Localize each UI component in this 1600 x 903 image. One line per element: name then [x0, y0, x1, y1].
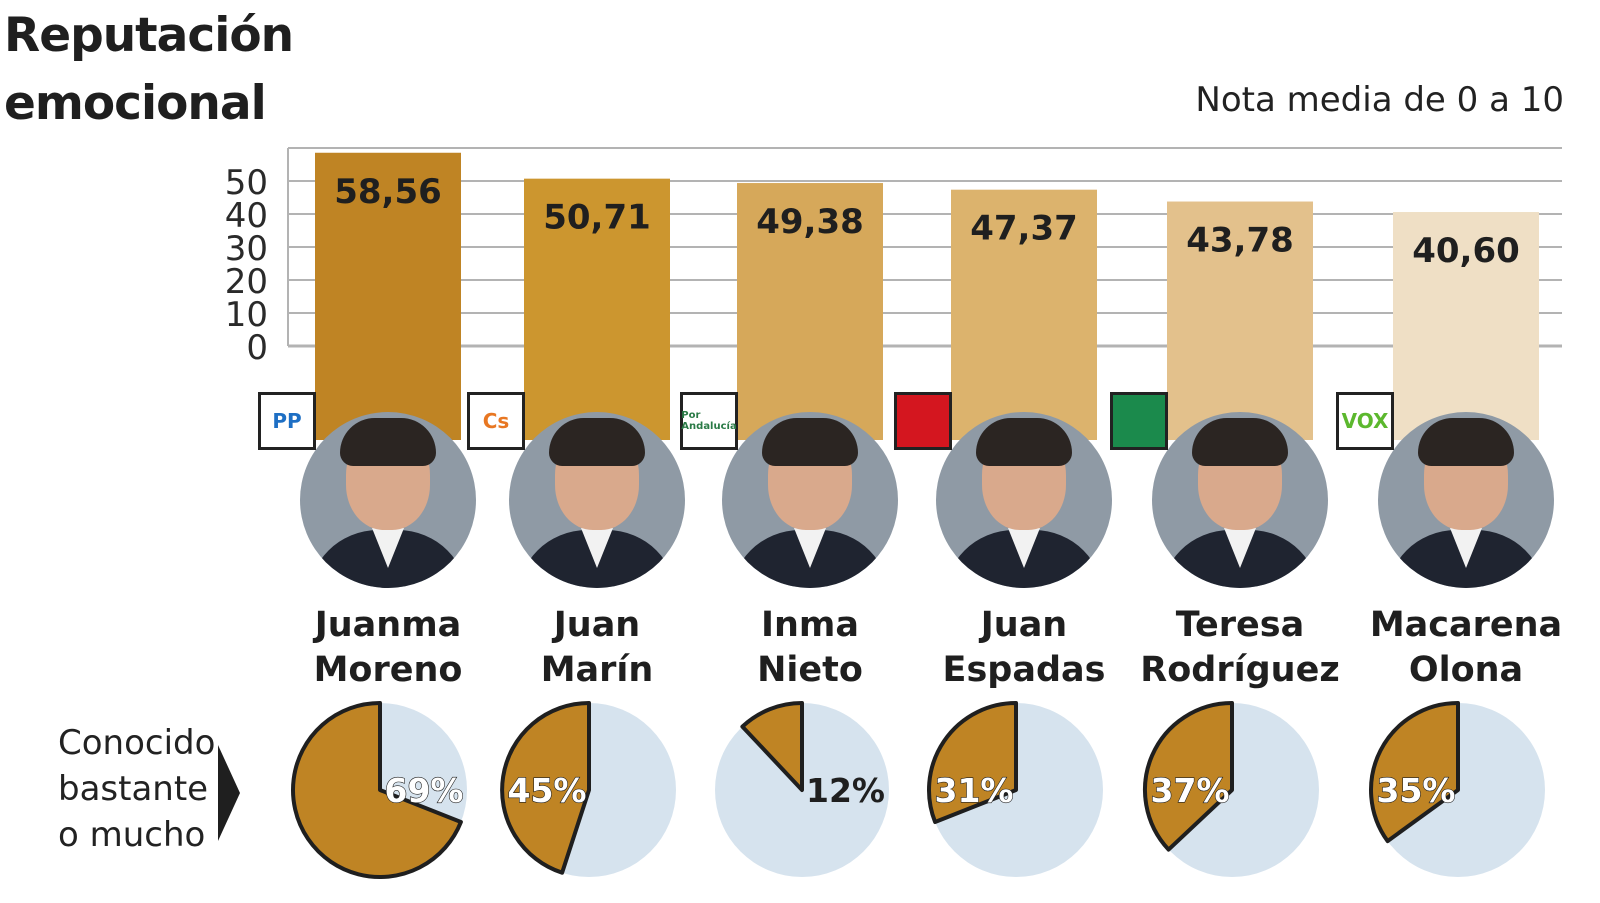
pie-label-line-3: o mucho — [58, 815, 206, 855]
pie-slice — [927, 701, 1018, 824]
pie-label-line-1: Conocido — [58, 723, 216, 763]
pointer-arrow-icon — [218, 745, 240, 841]
pie-slice — [291, 701, 463, 879]
bar — [737, 183, 883, 440]
pie-value-label: 12% — [806, 771, 885, 810]
y-tick-label: 0 — [246, 328, 268, 368]
pie-section-label: Conocido bastante o mucho — [58, 720, 215, 858]
pie-value-label: 37% — [1151, 771, 1230, 810]
chart-title: Reputación emocional — [4, 2, 294, 138]
bar-value-label: 50,71 — [543, 198, 651, 238]
bar — [524, 178, 670, 441]
bar-value-label: 40,60 — [1412, 231, 1520, 271]
bar-value-label: 58,56 — [334, 172, 442, 212]
pie-value-label: 69% — [385, 771, 464, 810]
pie-slice — [1142, 701, 1234, 852]
bar — [1393, 212, 1539, 440]
pie-slice — [500, 701, 591, 875]
pie-value-label: 45% — [508, 771, 587, 810]
y-tick-label: 30 — [225, 229, 268, 269]
y-tick-label: 50 — [225, 163, 268, 203]
bar-value-label: 47,37 — [970, 209, 1078, 249]
bar — [315, 152, 461, 440]
bar — [951, 189, 1097, 440]
pie-value-label: 31% — [935, 771, 1014, 810]
y-tick-label: 10 — [225, 295, 268, 335]
bar-value-label: 43,78 — [1186, 221, 1294, 261]
bar-value-label: 49,38 — [756, 202, 864, 242]
y-tick-label: 40 — [225, 196, 268, 236]
pie-value-label: 35% — [1377, 771, 1456, 810]
chart-subtitle: Nota media de 0 a 10 — [1195, 80, 1564, 120]
pie-label-line-2: bastante — [58, 769, 209, 809]
pie-slice — [1369, 701, 1460, 844]
title-line-1: Reputación — [4, 8, 294, 63]
y-tick-label: 20 — [225, 262, 268, 302]
pie-slice — [740, 701, 804, 792]
title-line-2: emocional — [4, 76, 267, 131]
bar — [1167, 201, 1313, 440]
